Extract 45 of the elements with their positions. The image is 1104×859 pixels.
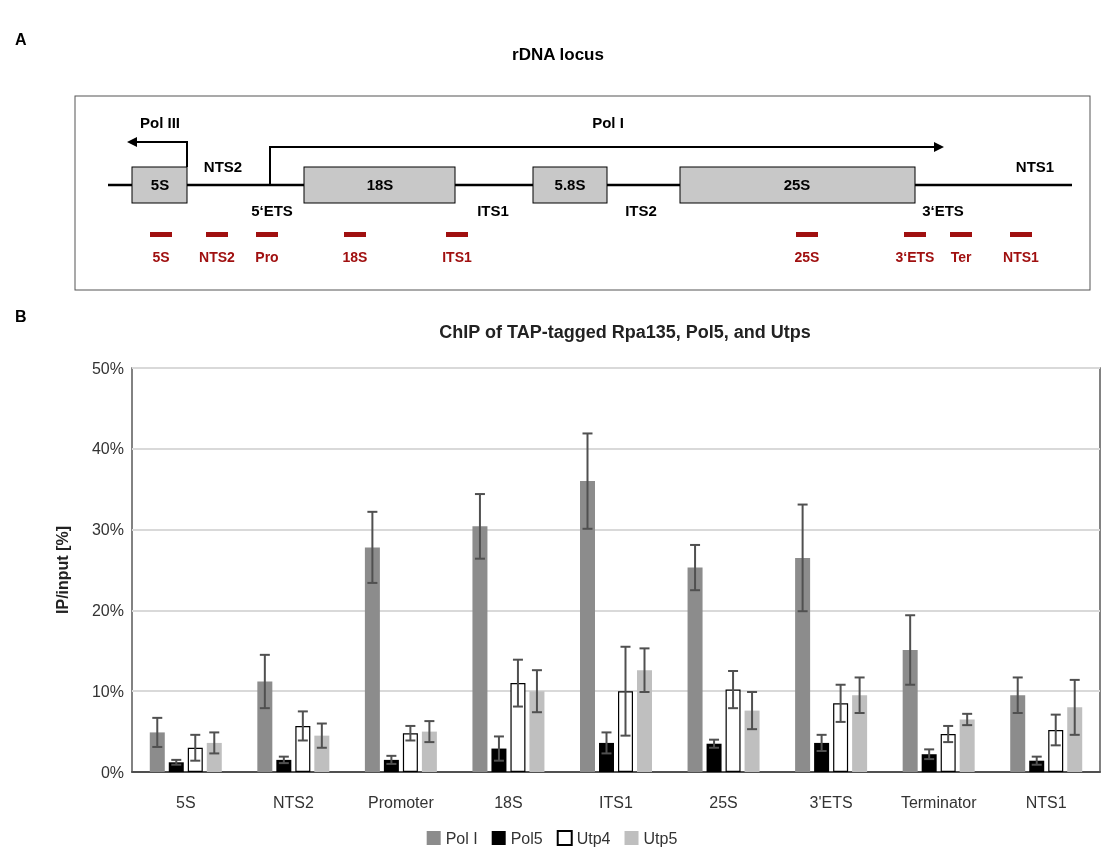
text: 5‘ETS — [251, 202, 293, 219]
text: 5.8S — [554, 176, 586, 193]
y-axis-title: IP/input [%] — [53, 526, 71, 614]
x-tick-label: NTS1 — [1025, 793, 1067, 811]
text: ITS2 — [625, 202, 657, 219]
text: ITS1 — [477, 202, 509, 219]
text: Ter — [950, 249, 972, 265]
text: NTS2 — [203, 158, 243, 175]
text: Pro — [255, 249, 279, 265]
text: 25S — [783, 176, 811, 193]
text: 18S — [366, 176, 394, 193]
x-tick-label: 3'ETS — [809, 793, 853, 811]
text: ITS1 — [442, 249, 472, 265]
y-tick-label: 40% — [91, 440, 124, 458]
text: Pol III — [139, 114, 181, 131]
chart-title: ChIP of TAP-tagged Rpa135, Pol5, and Utps — [439, 322, 811, 342]
y-tick-label: 20% — [91, 601, 124, 619]
legend-label: Utp4 — [576, 829, 611, 847]
x-tick-label: ITS1 — [599, 793, 633, 811]
text: NTS1 — [1003, 249, 1040, 265]
text: B — [15, 307, 27, 325]
legend-label: Pol5 — [510, 829, 543, 847]
legend-label: Pol I — [445, 829, 478, 847]
text: 25S — [794, 249, 820, 265]
x-tick-label: Promoter — [367, 793, 435, 811]
x-tick-label: 25S — [709, 793, 738, 811]
text: rDNA locus — [512, 45, 604, 64]
text: A — [15, 31, 27, 48]
y-tick-label: 0% — [100, 763, 124, 781]
x-tick-label: Terminator — [900, 793, 978, 811]
x-tick-label: 18S — [494, 793, 523, 811]
text: 18S — [342, 249, 368, 265]
x-tick-label: NTS2 — [272, 793, 314, 811]
text: Pol I — [592, 114, 624, 131]
text: 5S — [152, 249, 170, 265]
legend-label: Utp5 — [643, 829, 678, 847]
text: 3‘ETS — [895, 249, 935, 265]
y-tick-label: 50% — [91, 359, 124, 377]
y-tick-label: 10% — [91, 682, 124, 700]
text: NTS2 — [199, 249, 236, 265]
text: 5S — [150, 176, 170, 193]
text: 3‘ETS — [922, 202, 964, 219]
y-tick-label: 30% — [91, 521, 124, 539]
text: NTS1 — [1015, 158, 1055, 175]
x-tick-label: 5S — [175, 793, 196, 811]
